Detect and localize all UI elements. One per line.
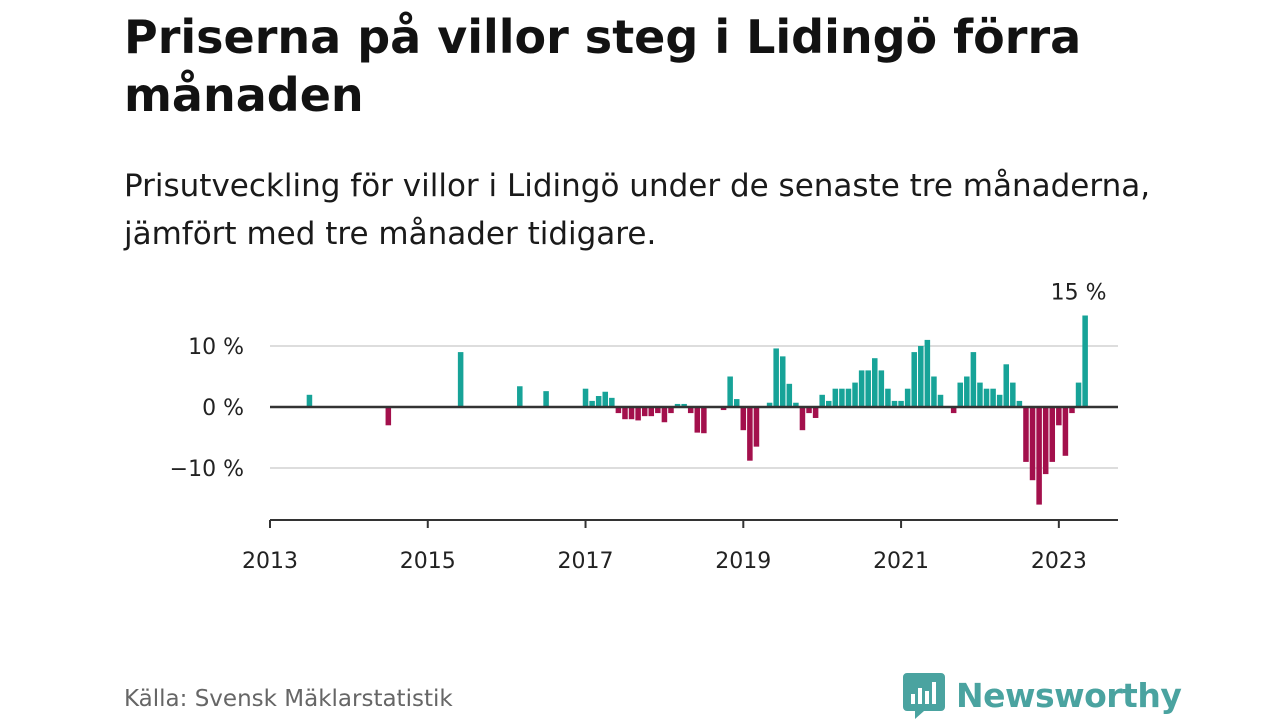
bar: [1082, 315, 1088, 407]
bar: [996, 394, 1003, 407]
bar: [924, 339, 931, 407]
bar: [622, 407, 628, 420]
bar: [885, 388, 891, 407]
bar: [1062, 407, 1069, 456]
bar: [845, 388, 852, 407]
bar: [701, 407, 707, 434]
bar: [687, 407, 694, 414]
bar: [799, 407, 806, 431]
gridlines: [270, 345, 1118, 469]
bar: [628, 407, 635, 420]
last-value-annotation: 15 %: [1051, 281, 1107, 306]
bar: [1010, 382, 1016, 407]
bar: [648, 407, 655, 417]
bar: [950, 407, 957, 414]
y-tick-label: 10 %: [188, 335, 244, 360]
bar: [1029, 407, 1036, 481]
bar: [1069, 407, 1075, 414]
bar: [1016, 400, 1023, 407]
bar: [582, 388, 589, 407]
bar: [595, 396, 602, 407]
bar: [983, 388, 990, 407]
bar: [1049, 407, 1056, 462]
bar: [931, 376, 937, 407]
bar: [891, 400, 898, 407]
bar: [609, 397, 615, 407]
bar: [898, 400, 904, 407]
bar: [786, 383, 793, 407]
y-tick-label: −10 %: [170, 457, 244, 482]
bar: [615, 407, 622, 414]
bar: [635, 407, 641, 421]
y-tick-label: 0 %: [202, 396, 244, 421]
bar: [747, 407, 753, 461]
brand-logo: Newsworthy: [902, 670, 1182, 720]
bar: [990, 388, 996, 407]
bar: [819, 394, 825, 407]
bar: [839, 388, 845, 407]
bar: [766, 402, 773, 407]
bar: [832, 388, 839, 407]
bar: [779, 356, 786, 407]
chart-subtitle: Prisutveckling för villor i Lidingö unde…: [124, 168, 1151, 252]
bar: [589, 400, 595, 407]
bar: [964, 376, 970, 407]
bar: [865, 370, 871, 407]
bar: [1023, 407, 1029, 462]
newsworthy-logo-icon: [903, 673, 945, 719]
bar: [543, 391, 549, 407]
chart-title: Priserna på villor steg i Lidingö förra …: [124, 10, 1082, 122]
bar: [878, 370, 885, 407]
bar: [826, 400, 832, 407]
bar: [957, 382, 963, 407]
bar: [1075, 382, 1082, 407]
bar: [918, 346, 924, 407]
x-tick-label: 2019: [715, 549, 771, 574]
bar: [970, 352, 977, 407]
bar: [733, 399, 740, 407]
x-tick-label: 2013: [242, 549, 298, 574]
bar: [904, 388, 911, 407]
bar: [1003, 364, 1010, 407]
axes: [269, 405, 1118, 528]
bar: [661, 407, 668, 423]
bar: [385, 407, 392, 426]
bar: [727, 376, 733, 407]
bar: [937, 394, 944, 407]
bar: [674, 403, 681, 407]
bar: [668, 407, 674, 414]
x-tick-label: 2017: [558, 549, 614, 574]
source-note: Källa: Svensk Mäklarstatistik: [124, 686, 453, 712]
bar: [517, 386, 523, 407]
bar: [1036, 407, 1042, 505]
bar: [852, 382, 858, 407]
bar: [681, 403, 687, 407]
brand-name: Newsworthy: [956, 675, 1182, 715]
bar: [306, 394, 313, 407]
bar: [740, 407, 747, 431]
bar: [858, 370, 865, 407]
bar: [872, 358, 878, 407]
labels: 10 % 0 % −10 % 2013 2015 2017 2019 2021 2023 15 %: [170, 281, 1107, 575]
bar: [602, 391, 609, 407]
x-tick-label: 2015: [400, 549, 456, 574]
bar: [793, 402, 799, 407]
bar: [773, 348, 779, 407]
x-tick-label: 2021: [873, 549, 929, 574]
bar: [977, 382, 983, 407]
bars: [306, 315, 1088, 505]
x-tick-label: 2023: [1031, 549, 1087, 574]
bar: [720, 407, 727, 411]
bar: [911, 352, 917, 407]
bar: [641, 407, 648, 417]
bar: [806, 407, 812, 414]
bar: [1056, 407, 1062, 426]
bar: [812, 407, 819, 418]
bar: [655, 407, 661, 414]
bar: [753, 407, 760, 447]
bar: [694, 407, 701, 433]
bar: [1042, 407, 1049, 475]
bar: [457, 352, 464, 407]
